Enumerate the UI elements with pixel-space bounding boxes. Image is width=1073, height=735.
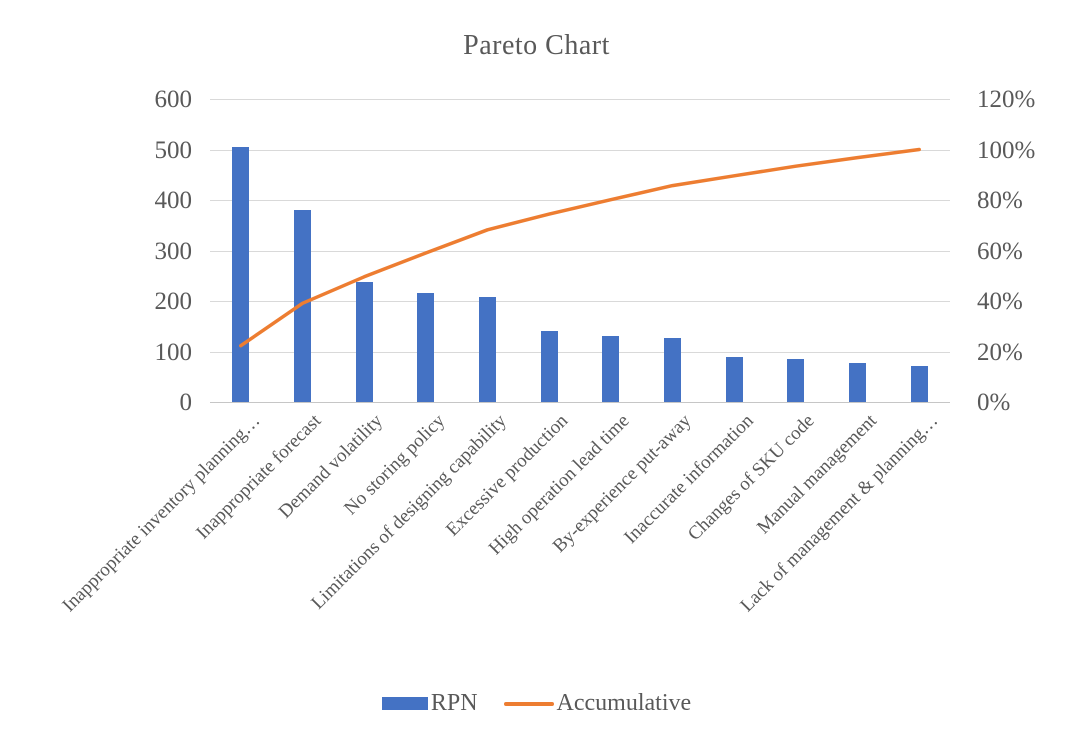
left-axis-tick-600: 600 [154,86,193,113]
rpn-bar-10 [787,359,805,402]
rpn-bar-8 [664,338,681,402]
rpn-bar-3 [355,281,373,402]
right-axis-tick-100pct: 100% [977,136,1036,164]
right-axis-tick-120pct: 120% [977,86,1036,113]
left-axis-tick-0: 0 [179,389,193,416]
rpn-bar-swatch-icon [381,697,428,710]
right-axis-tick-80pct: 80% [977,187,1023,214]
gridline-100 [210,351,950,353]
x-axis-line [210,402,950,403]
rpn-bar-1 [232,146,250,402]
right-axis-tick-60pct: 60% [977,237,1023,265]
legend-label-rpn: RPN [430,690,478,716]
rpn-bar-7 [602,336,620,402]
left-axis-tick-200: 200 [154,288,193,315]
rpn-bar-6 [540,331,558,402]
rpn-bar-2 [294,210,311,402]
rpn-bar-9 [725,356,743,402]
right-axis-tick-40pct: 40% [977,288,1023,315]
left-axis-tick-500: 500 [154,136,193,164]
accumulative-line-swatch-icon [503,701,554,706]
rpn-bar-4 [417,293,435,402]
rpn-bar-5 [479,297,496,402]
gridline-300 [210,250,950,252]
legend: RPN Accumulative [0,690,1073,717]
gridline-400 [210,200,950,201]
legend-item-rpn: RPN [381,690,478,717]
chart-title: Pareto Chart [463,30,610,61]
accumulative-line-layer [239,147,921,348]
legend-item-accumulative: Accumulative [503,690,692,717]
rpn-bar-11 [849,362,866,402]
accumulative-line [239,147,921,348]
left-axis-tick-100: 100 [154,338,193,366]
left-axis-tick-400: 400 [154,187,193,214]
left-axis-tick-300: 300 [154,237,193,265]
gridline-200 [210,301,950,302]
gridline-600 [210,99,950,100]
right-axis-tick-20pct: 20% [977,338,1023,366]
rpn-bar-12 [910,365,928,402]
legend-label-accumulative: Accumulative [556,690,692,716]
plot-area [210,99,950,403]
right-axis-tick-0pct: 0% [977,389,1011,416]
gridline-500 [210,149,950,151]
